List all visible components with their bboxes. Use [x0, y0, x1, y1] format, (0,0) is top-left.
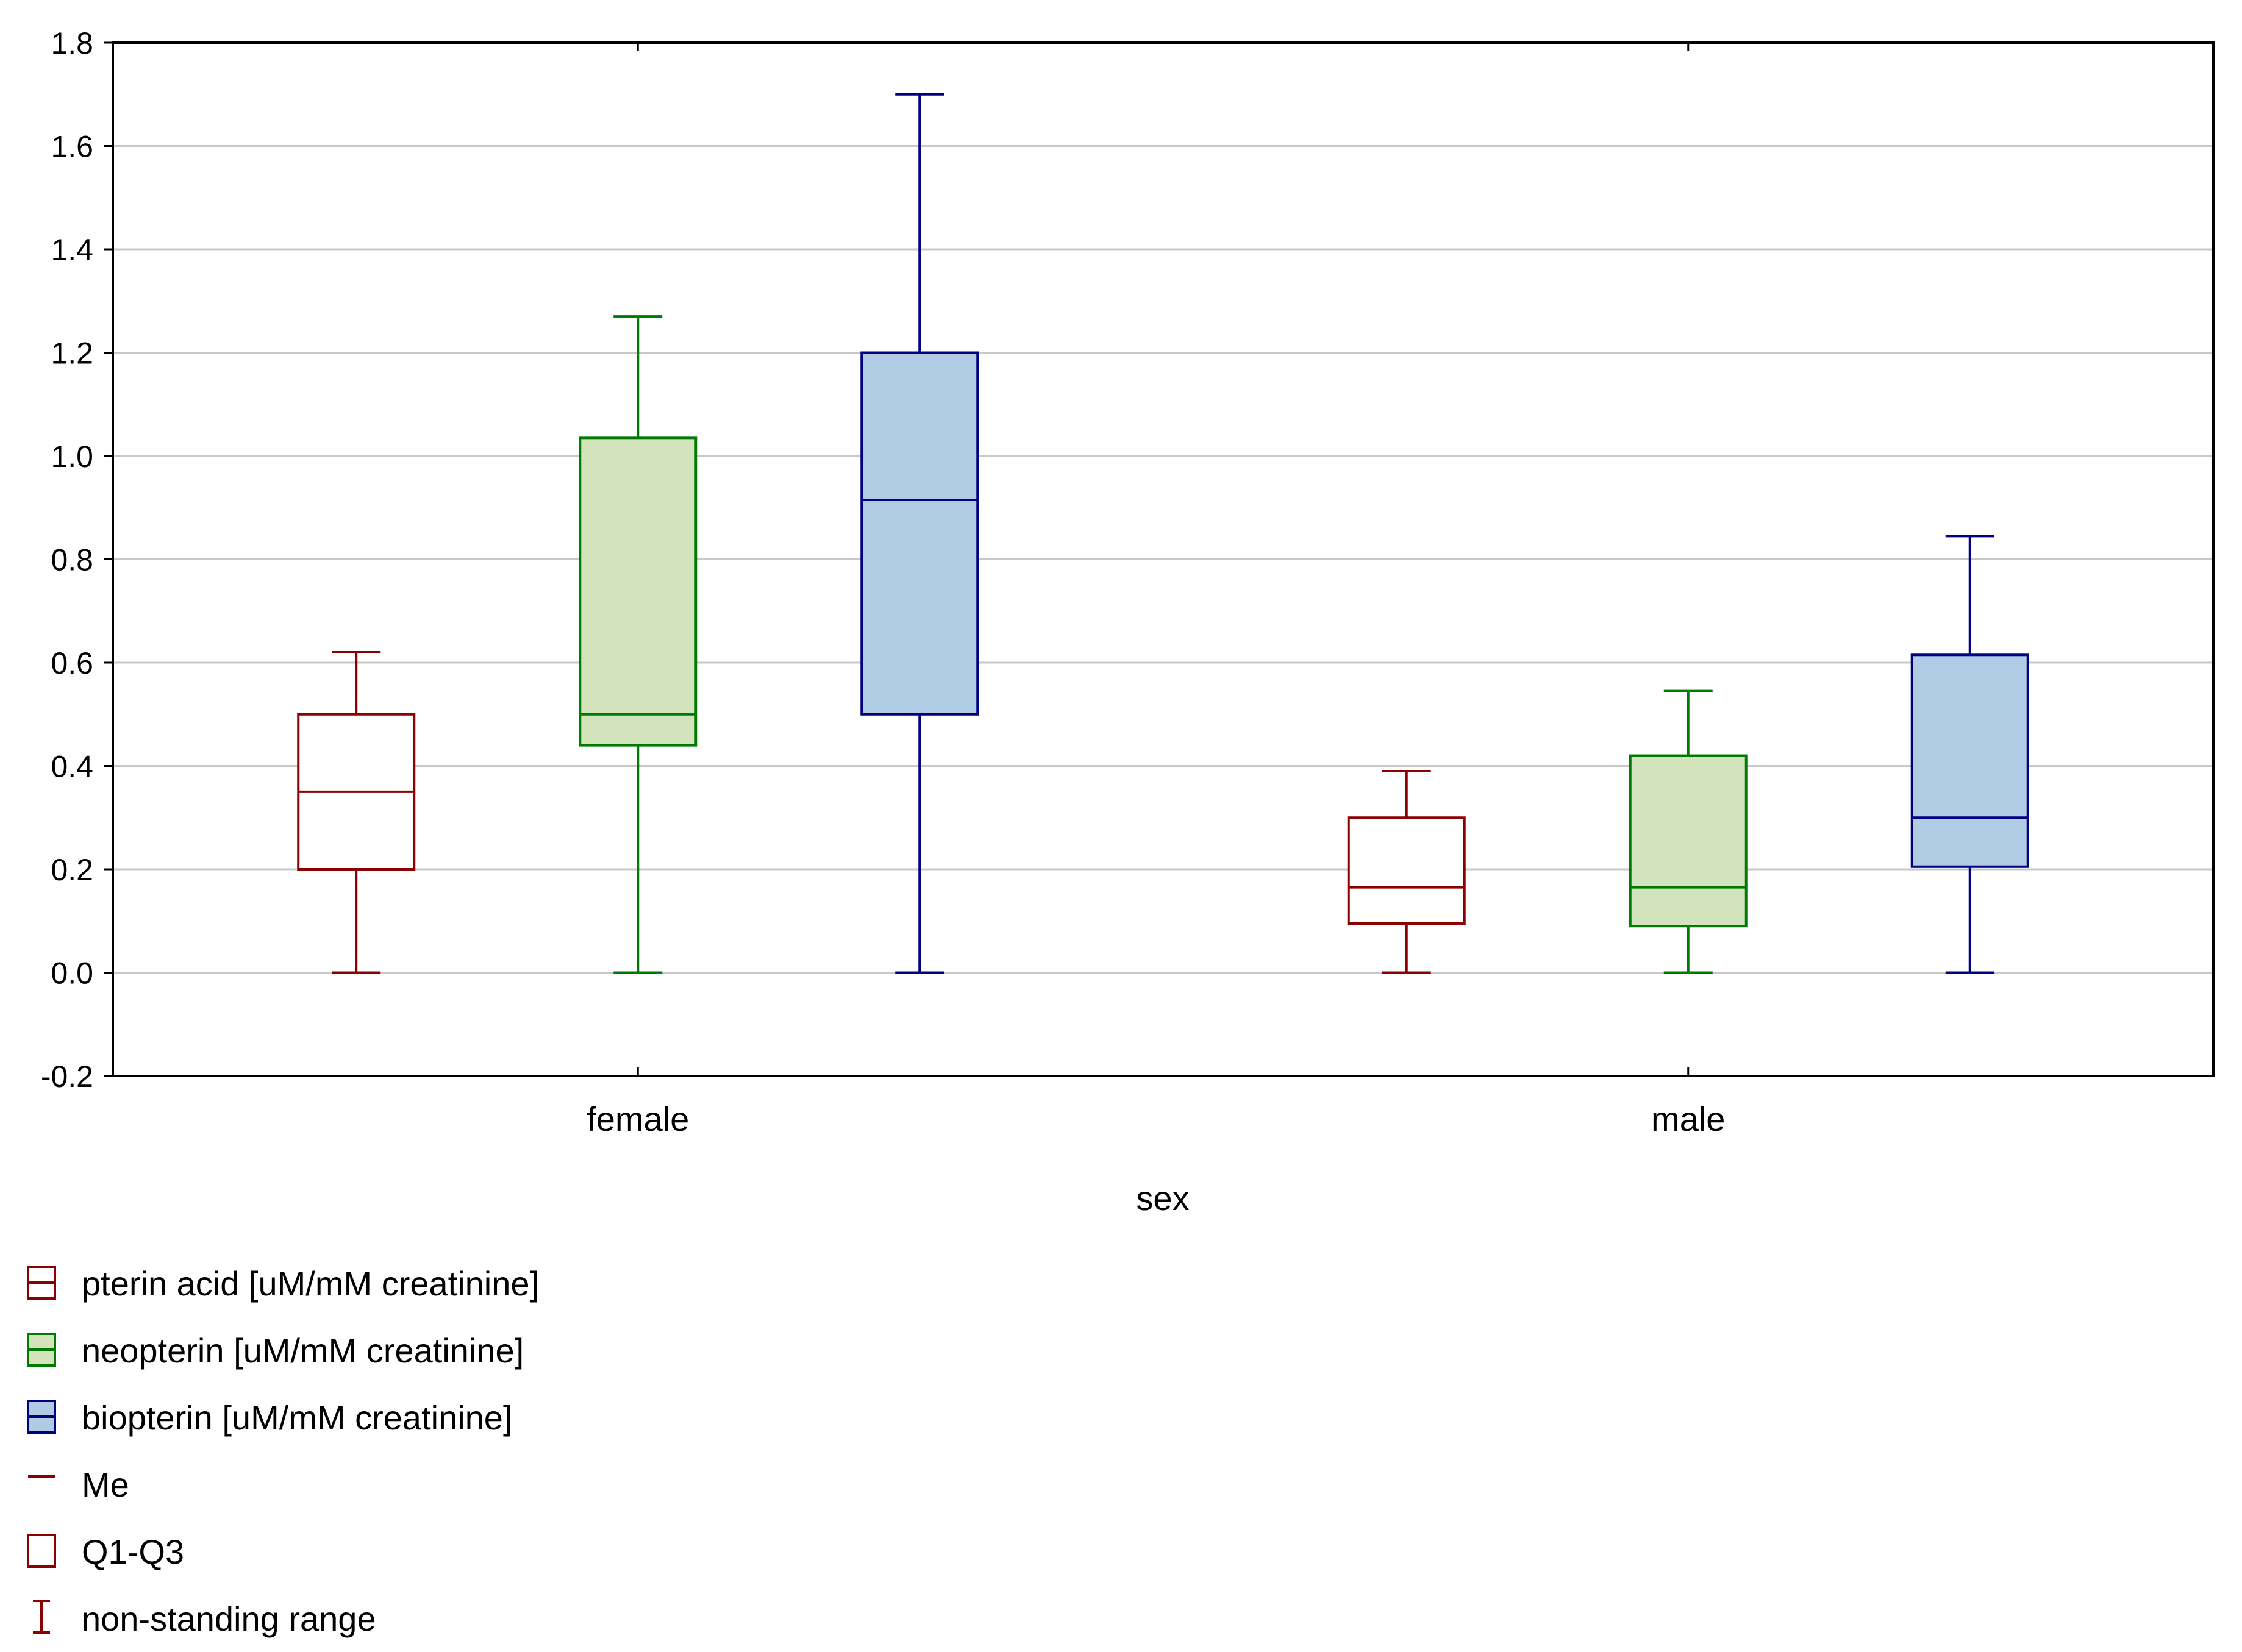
y-tick-label: 1.8	[51, 26, 93, 60]
quartile-box	[860, 351, 979, 716]
legend: pterin acid [uM/mM creatinine] neopterin …	[24, 1250, 539, 1652]
legend-label: neopterin [uM/mM creatinine]	[82, 1331, 524, 1370]
y-tick-label: 0.4	[51, 750, 93, 784]
box-mark	[27, 1534, 56, 1568]
x-category-label: female	[587, 1100, 689, 1138]
legend-label: pterin acid [uM/mM creatinine]	[82, 1264, 540, 1303]
box-plot-chart: -0.2 0.0 0.2 0.4 0.6 0.8 1.0 1.2 1.4 1.6 1.8 female…	[41, 26, 2215, 1217]
legend-label: Q1-Q3	[82, 1532, 185, 1571]
range-whisker-icon	[33, 1600, 50, 1634]
quartile-box	[1629, 754, 1748, 928]
plot-area	[297, 93, 2029, 974]
legend-item: neopterin [uM/mM creatinine]	[24, 1317, 539, 1384]
legend-label: biopterin [uM/mM creatinine]	[82, 1398, 513, 1437]
legend-item: Q1-Q3	[24, 1518, 539, 1585]
series-swatch-icon	[27, 1333, 56, 1367]
legend-label: Me	[82, 1465, 129, 1504]
median-line-icon	[28, 1475, 55, 1478]
series-swatch-icon	[27, 1400, 56, 1434]
axis-ticks: -0.2 0.0 0.2 0.4 0.6 0.8 1.0 1.2 1.4 1.6 1.8 female…	[41, 26, 1726, 1138]
x-category-label: male	[1651, 1100, 1725, 1138]
y-tick-label: 0.8	[51, 543, 93, 577]
legend-item: non-standing range	[24, 1585, 539, 1652]
quartile-box-icon	[27, 1534, 56, 1568]
x-axis-title: sex	[1136, 1179, 1189, 1217]
quartile-box	[1347, 816, 1466, 925]
quartile-box	[579, 436, 698, 747]
y-tick-label: 0.6	[51, 646, 93, 680]
box-2	[1629, 689, 1748, 974]
box-3	[1910, 535, 2029, 974]
y-tick-label: 1.2	[51, 336, 93, 371]
legend-item: Me	[24, 1451, 539, 1518]
y-tick-label: -0.2	[41, 1059, 93, 1094]
legend-item: biopterin [uM/mM creatinine]	[24, 1384, 539, 1451]
y-tick-label: 0.0	[51, 956, 93, 991]
box-2	[579, 315, 698, 974]
quartile-box	[1910, 653, 2029, 868]
y-tick-label: 1.6	[51, 130, 93, 164]
grid-lines	[113, 145, 2213, 974]
series-swatch-icon	[27, 1266, 56, 1300]
y-tick-label: 0.2	[51, 853, 93, 887]
legend-item: pterin acid [uM/mM creatinine]	[24, 1250, 539, 1317]
y-tick-label: 1.4	[51, 233, 93, 267]
y-tick-label: 1.0	[51, 440, 93, 474]
box-1	[297, 651, 416, 974]
box-1	[1347, 769, 1466, 974]
box-3	[860, 93, 979, 974]
legend-label: non-standing range	[82, 1599, 376, 1638]
